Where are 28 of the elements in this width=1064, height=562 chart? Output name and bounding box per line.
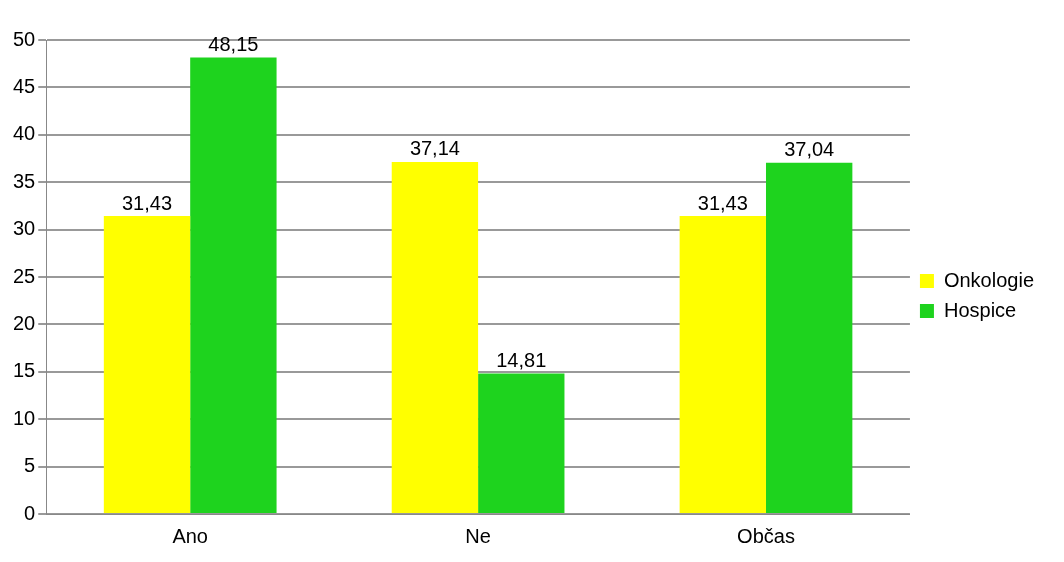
x-tick-label: Občas (737, 524, 795, 547)
y-tick-label: 30 (13, 217, 36, 240)
bar (478, 373, 565, 513)
data-label: 48,15 (208, 33, 259, 56)
bar (391, 161, 479, 513)
y-tick-label: 35 (13, 169, 36, 192)
x-tick-label: Ano (172, 524, 208, 547)
data-label: 37,14 (409, 137, 460, 160)
data-label: 14,81 (496, 349, 547, 372)
data-label: 31,43 (697, 191, 748, 214)
y-tick-label: 5 (24, 454, 36, 477)
y-tick-label: 15 (13, 359, 36, 382)
legend-label: Onkologie (943, 268, 1034, 291)
bar (190, 57, 277, 513)
x-tick-label: Ne (465, 524, 491, 547)
y-tick-label: 20 (13, 311, 36, 334)
y-tick-label: 10 (13, 406, 36, 429)
y-tick-label: 40 (13, 122, 36, 145)
legend-label: Hospice (943, 298, 1017, 321)
bar (765, 162, 853, 513)
data-label: 37,04 (784, 138, 835, 161)
y-tick-label: 0 (24, 501, 36, 524)
y-tick-label: 45 (13, 74, 36, 97)
bar (103, 216, 191, 513)
y-tick-label: 50 (13, 27, 36, 50)
bar (679, 216, 766, 513)
y-tick-label: 25 (13, 264, 36, 287)
data-label: 31,43 (121, 191, 173, 214)
